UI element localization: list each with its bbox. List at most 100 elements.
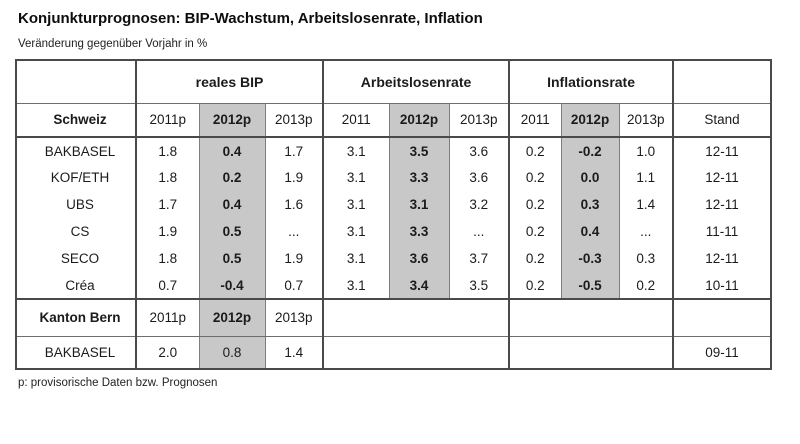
report-page: Konjunkturprognosen: BIP-Wachstum, Arbei…: [0, 9, 800, 389]
table-row-kof-eth: KOF/ETH 1.8 0.2 1.9 3.1 3.3 3.6 0.2 0.0 …: [16, 164, 772, 191]
value-cell: 1.1: [618, 164, 674, 191]
schweiz-year-header-row: Schweiz 2011p 2012p 2013p 2011 2012p 201…: [16, 103, 772, 138]
value-cell: 3.1: [322, 137, 390, 164]
value-cell: 1.7: [135, 191, 199, 218]
row-label: BAKBASEL: [44, 344, 116, 360]
year-header: 2011p: [135, 299, 199, 337]
stand-cell: 12-11: [672, 164, 772, 191]
value-cell: 3.1: [322, 218, 390, 245]
value-cell: 3.4: [388, 272, 450, 300]
value-cell: -0.3: [560, 245, 620, 272]
row-label: Créa: [16, 272, 136, 300]
row-label: CS: [70, 224, 90, 239]
value-cell: 3.5: [388, 137, 450, 164]
value-cell: 3.6: [448, 164, 510, 191]
value-cell: 3.7: [448, 245, 510, 272]
table-row-crea: Créa 0.7 -0.4 0.7 3.1 3.4 3.5 0.2 -0.5 0…: [16, 272, 772, 300]
value-cell: 2.0: [135, 336, 199, 369]
value-cell: 0.2: [508, 245, 562, 272]
footnote: p: provisorische Daten bzw. Prognosen: [18, 377, 218, 389]
section-label-kanton-bern: Kanton Bern: [16, 299, 136, 337]
year-header: 2012p: [198, 103, 265, 138]
value-cell: ...: [448, 218, 510, 245]
empty-cell: [508, 336, 674, 369]
table-row-seco: SECO 1.8 0.5 1.9 3.1 3.6 3.7 0.2 -0.3 0.…: [16, 245, 772, 272]
empty-cell: [672, 299, 772, 337]
value-cell: 0.2: [508, 164, 562, 191]
year-header: 2012p: [388, 103, 450, 138]
year-header: 2012p: [560, 103, 620, 138]
value-cell: 3.6: [448, 137, 510, 164]
empty-corner-cell: [16, 60, 136, 104]
row-label: KOF/ETH: [50, 170, 110, 185]
year-header: 2012p: [198, 299, 265, 337]
value-cell: -0.4: [198, 272, 265, 300]
row-label: SECO: [60, 251, 100, 266]
row-label: BAKBASEL: [44, 143, 116, 159]
value-cell: 0.3: [618, 245, 674, 272]
value-cell: 3.1: [322, 164, 390, 191]
year-header: 2013p: [264, 103, 324, 138]
value-cell: 1.8: [135, 164, 199, 191]
value-cell: 1.7: [264, 137, 324, 164]
value-cell: 0.4: [198, 191, 265, 218]
value-cell: 0.2: [198, 164, 265, 191]
table-row-bakbasel: BAKBASEL 1.8 0.4 1.7 3.1 3.5 3.6 0.2 -0.…: [16, 137, 772, 164]
value-cell: 0.4: [560, 218, 620, 245]
page-subtitle: Veränderung gegenüber Vorjahr in %: [18, 38, 208, 50]
value-cell: 0.2: [508, 191, 562, 218]
year-header: 2013p: [448, 103, 510, 138]
value-cell: 0.7: [264, 272, 324, 300]
empty-cell: [508, 299, 674, 337]
value-cell: 1.4: [264, 336, 324, 369]
value-cell: 0.4: [198, 137, 265, 164]
value-cell: 0.2: [508, 272, 562, 300]
year-header: 2013p: [264, 299, 324, 337]
stand-cell: 10-11: [672, 272, 772, 300]
value-cell: 1.4: [618, 191, 674, 218]
value-cell: 3.1: [322, 272, 390, 300]
value-cell: 1.8: [135, 245, 199, 272]
empty-stand-header-cell: [672, 60, 772, 104]
value-cell: 1.6: [264, 191, 324, 218]
value-cell: 0.5: [198, 245, 265, 272]
stand-cell: 12-11: [672, 137, 772, 164]
empty-cell: [322, 299, 510, 337]
year-header: 2011p: [135, 103, 199, 138]
value-cell: 1.9: [264, 164, 324, 191]
year-header: 2011: [322, 103, 390, 138]
value-cell: 0.2: [508, 218, 562, 245]
year-header: 2011: [508, 103, 562, 138]
empty-cell: [322, 336, 510, 369]
value-cell: 0.8: [198, 336, 265, 369]
value-cell: 0.0: [560, 164, 620, 191]
value-cell: 0.7: [135, 272, 199, 300]
value-cell: 3.5: [448, 272, 510, 300]
value-cell: 3.3: [388, 164, 450, 191]
value-cell: 1.9: [264, 245, 324, 272]
year-header: 2013p: [618, 103, 674, 138]
row-label: UBS: [66, 197, 94, 212]
value-cell: 3.2: [448, 191, 510, 218]
value-cell: 1.0: [618, 137, 674, 164]
stand-cell: 12-11: [672, 191, 772, 218]
section-label-schweiz: Schweiz: [16, 103, 136, 138]
stand-cell: 12-11: [672, 245, 772, 272]
value-cell: 0.2: [508, 137, 562, 164]
value-cell: 3.3: [388, 218, 450, 245]
forecast-table: reales BIP Arbeitslosenrate Inflationsra…: [15, 59, 773, 370]
group-header-arbeitslosenrate: Arbeitslosenrate: [322, 60, 510, 104]
stand-cell: 11-11: [672, 218, 772, 245]
stand-header: Stand: [672, 103, 772, 138]
kanton-bern-header-row: Kanton Bern 2011p 2012p 2013p: [16, 299, 772, 337]
page-title: Konjunkturprognosen: BIP-Wachstum, Arbei…: [18, 10, 483, 27]
stand-cell: 09-11: [672, 336, 772, 369]
value-cell: 3.1: [388, 191, 450, 218]
group-header-reales-bip: reales BIP: [134, 60, 324, 104]
value-cell: 0.2: [618, 272, 674, 300]
value-cell: ...: [264, 218, 324, 245]
value-cell: 3.6: [388, 245, 450, 272]
value-cell: 0.3: [560, 191, 620, 218]
group-header-inflationsrate: Inflationsrate: [508, 60, 674, 104]
table-row-ubs: UBS 1.7 0.4 1.6 3.1 3.1 3.2 0.2 0.3 1.4 …: [16, 191, 772, 218]
